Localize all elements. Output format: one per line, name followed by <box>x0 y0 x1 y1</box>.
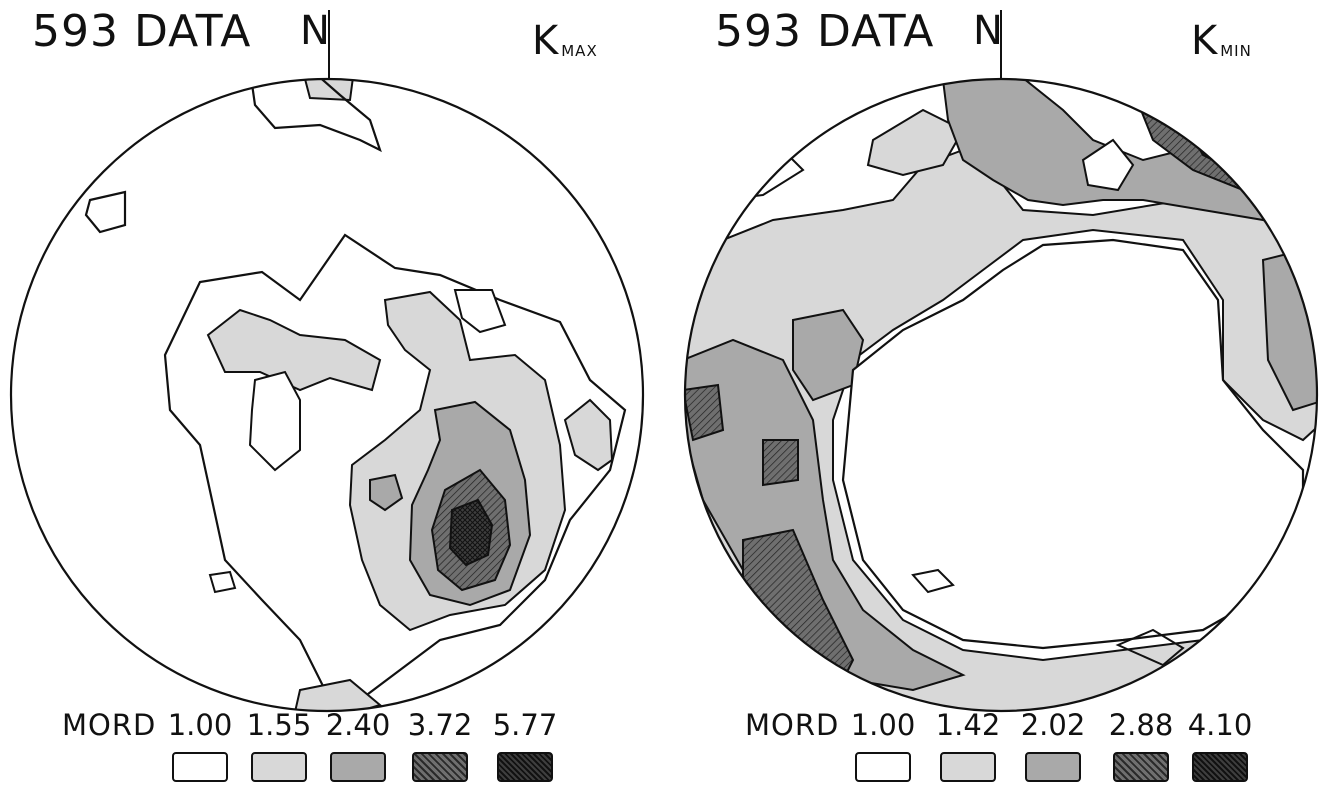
legend-value: 2.02 <box>1020 708 1086 742</box>
contour-level-2 <box>563 398 614 472</box>
legend-value: 2.40 <box>325 708 391 742</box>
axis-sub-label: MIN <box>1220 42 1252 60</box>
north-marker: N <box>973 8 1004 54</box>
contour-level-2 <box>206 308 382 392</box>
contour-level-1 <box>841 238 1305 650</box>
legend-swatch-level-1 <box>855 752 911 782</box>
legend-value: 3.72 <box>407 708 473 742</box>
axis-main-label: K <box>532 18 560 64</box>
legend-swatch-level-5 <box>497 752 553 782</box>
legend-swatch-level-2 <box>940 752 996 782</box>
legend-swatch-level-2 <box>251 752 307 782</box>
legend-title: MORD <box>745 708 840 742</box>
legend-value: 2.88 <box>1108 708 1174 742</box>
kmin-panel: 593 DATA N K MIN <box>663 0 1325 800</box>
legend-value: 1.00 <box>167 708 233 742</box>
legend-swatch-level-3 <box>1025 752 1081 782</box>
north-line <box>1000 10 1002 84</box>
kmax-stereonet <box>9 77 645 713</box>
dataset-title: 593 DATA <box>715 6 935 57</box>
axis-title: K MAX <box>532 18 598 64</box>
legend-value: 1.55 <box>246 708 312 742</box>
legend-swatch-level-5 <box>1192 752 1248 782</box>
contour-level-4 <box>685 383 725 442</box>
dataset-title: 593 DATA <box>32 6 252 57</box>
north-marker: N <box>300 8 331 54</box>
legend-value: 4.10 <box>1187 708 1253 742</box>
legend-swatch-level-4 <box>412 752 468 782</box>
axis-title: K MIN <box>1191 18 1252 64</box>
contour-level-5 <box>448 498 494 567</box>
stereonet-circle <box>9 77 645 713</box>
legend-swatch-level-3 <box>330 752 386 782</box>
kmin-stereonet <box>683 77 1319 713</box>
north-line <box>328 10 330 84</box>
stereonet-circle <box>683 77 1319 713</box>
legend-value: 1.42 <box>935 708 1001 742</box>
axis-sub-label: MAX <box>561 42 598 60</box>
kmax-panel: 593 DATA N K MAX <box>0 0 662 800</box>
legend-value: 5.77 <box>492 708 558 742</box>
contour-level-3 <box>685 338 966 692</box>
contour-level-2 <box>866 108 965 177</box>
contour-level-4 <box>762 439 799 487</box>
legend-swatch-level-1 <box>172 752 228 782</box>
legend-value: 1.00 <box>850 708 916 742</box>
legend-swatch-level-4 <box>1113 752 1169 782</box>
legend-title: MORD <box>62 708 157 742</box>
contour-level-3 <box>369 473 404 512</box>
axis-main-label: K <box>1191 18 1219 64</box>
